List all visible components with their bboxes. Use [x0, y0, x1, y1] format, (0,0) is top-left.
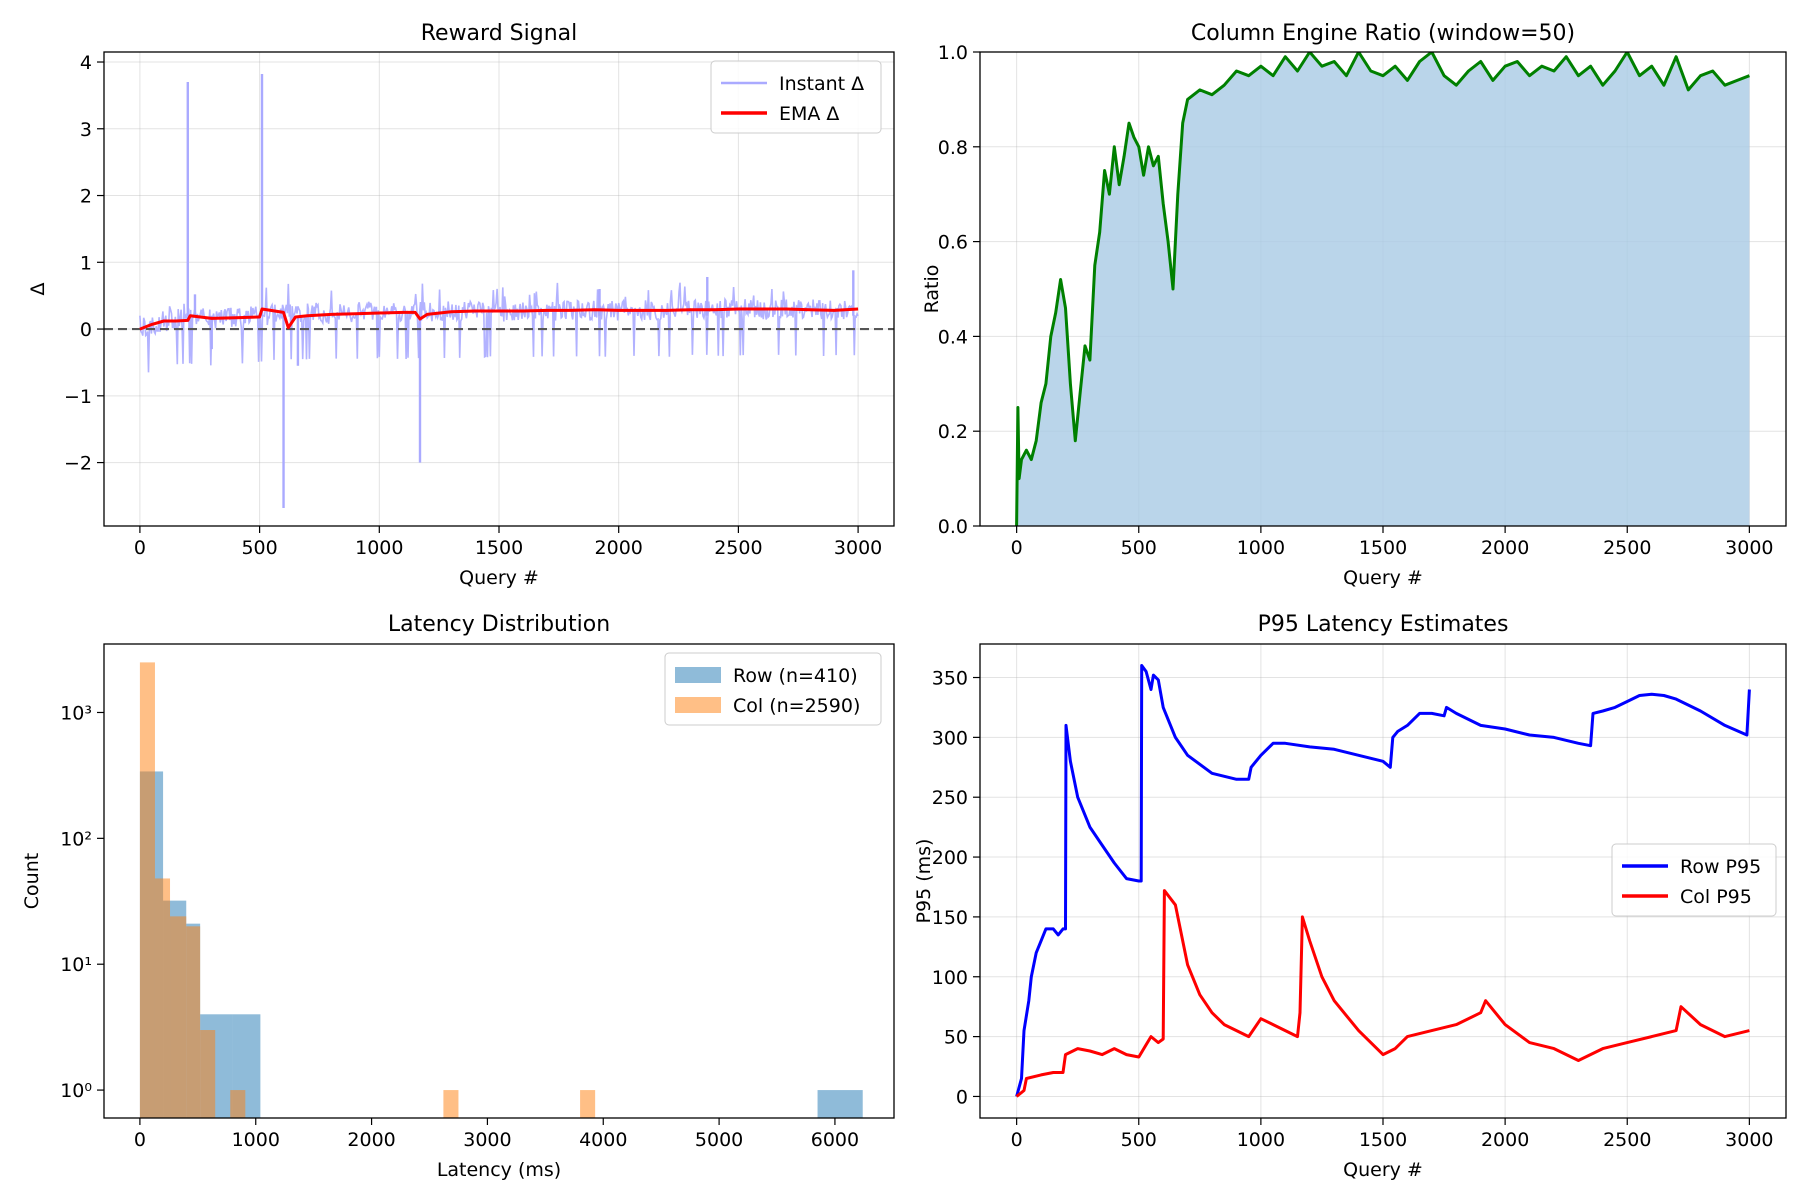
y-tick-label: 4: [80, 52, 92, 74]
reward-signal-title: Reward Signal: [421, 21, 578, 46]
col-latency-bar: [200, 1030, 216, 1118]
reward-signal-legend: Instant Δ EMA Δ: [710, 60, 882, 134]
legend-label: Row P95: [1680, 856, 1761, 878]
col-latency-bar: [443, 1090, 459, 1118]
x-tick-label: 0: [134, 1129, 146, 1151]
x-tick-label: 2000: [1481, 537, 1529, 559]
p95-latency-title: P95 Latency Estimates: [1258, 612, 1509, 637]
y-tick-label: 350: [932, 668, 968, 690]
p95-latency-ylabel: P95 (ms): [913, 839, 935, 924]
x-tick-label: 2500: [1603, 1129, 1651, 1151]
column-ratio-ylabel: Ratio: [921, 265, 943, 314]
col-latency-bar: [170, 916, 187, 1118]
y-tick-label: 0.4: [938, 326, 968, 348]
col-latency-bar: [139, 662, 155, 1118]
x-tick-label: 2000: [347, 1129, 395, 1151]
x-tick-label: 500: [1121, 1129, 1157, 1151]
latency-distribution-xlabel: Latency (ms): [437, 1159, 561, 1181]
x-tick-label: 2000: [595, 537, 643, 559]
ratio-line: [1015, 52, 1750, 526]
x-tick-label: 1500: [1359, 1129, 1407, 1151]
x-tick-label: 6000: [811, 1129, 859, 1151]
column-ratio-title: Column Engine Ratio (window=50): [1191, 21, 1575, 46]
row-p95-line: [1015, 664, 1751, 1097]
y-tick-label: 50: [944, 1027, 968, 1049]
legend-label: Col (n=2590): [733, 695, 860, 717]
p95-latency-panel: 0 500 1000 1500 2000 2500 3000 0 50 100 150 200 250 3…: [913, 612, 1787, 1181]
y-tick-label: 250: [932, 787, 968, 809]
x-tick-label: 4000: [579, 1129, 627, 1151]
p95-latency-xlabel: Query #: [1343, 1159, 1423, 1181]
x-tick-label: 1000: [1237, 1129, 1285, 1151]
x-tick-label: 500: [1121, 537, 1157, 559]
y-tick-label: 200: [932, 847, 968, 869]
ema-delta-line: [139, 307, 859, 331]
x-tick-label: 500: [241, 537, 277, 559]
col-latency-bar: [230, 1090, 246, 1118]
y-tick-label: 100: [932, 967, 968, 989]
y-tick-label: 3: [80, 119, 92, 141]
latency-distribution-panel: 0 1000 2000 3000 4000 5000 6000 10⁰ 10¹ 10² 10³ La…: [21, 612, 895, 1181]
x-tick-label: 1000: [355, 537, 403, 559]
ratio-area-fill: [1016, 52, 1750, 526]
y-tick-label: 0.0: [938, 516, 968, 538]
reward-signal-panel: 0 500 1000 1500 2000 2500 3000 −2 −1 0 1 2 3 4 Reward…: [27, 21, 895, 589]
y-tick-label: 300: [932, 727, 968, 749]
legend-swatch: [675, 667, 721, 683]
legend-box: [710, 60, 882, 134]
latency-distribution-title: Latency Distribution: [388, 612, 610, 637]
x-tick-label: 1000: [1237, 537, 1285, 559]
y-tick-label: 150: [932, 907, 968, 929]
x-tick-label: 1500: [475, 537, 523, 559]
y-tick-label: 10²: [60, 828, 92, 850]
y-tick-label: 0: [956, 1086, 968, 1108]
y-tick-label: 0.2: [938, 421, 968, 443]
y-tick-label: 10⁰: [60, 1080, 92, 1102]
legend-label: Col P95: [1680, 886, 1752, 908]
x-tick-label: 3000: [1725, 537, 1773, 559]
x-tick-label: 0: [134, 537, 146, 559]
axes-frame: [103, 643, 895, 1119]
col-latency-bar: [186, 926, 201, 1118]
col-latency-bar: [154, 878, 171, 1118]
y-tick-label: −2: [64, 453, 92, 475]
y-tick-label: 2: [80, 186, 92, 208]
y-tick-label: 0.8: [938, 137, 968, 159]
x-tick-label: 3000: [463, 1129, 511, 1151]
legend-label: Instant Δ: [779, 73, 864, 95]
reward-signal-xlabel: Query #: [459, 567, 539, 589]
legend-box: [1611, 843, 1777, 917]
x-tick-label: 2500: [1603, 537, 1651, 559]
y-tick-label: 0: [80, 319, 92, 341]
col-p95-line: [1015, 889, 1750, 1098]
legend-swatch: [675, 697, 721, 713]
x-tick-label: 5000: [695, 1129, 743, 1151]
column-ratio-panel: 0 500 1000 1500 2000 2500 3000 0.0 0.2 0.4 0.6 0.8 1…: [921, 21, 1787, 589]
y-tick-label: 10¹: [60, 954, 92, 976]
x-tick-label: 3000: [834, 537, 882, 559]
x-tick-label: 2000: [1481, 1129, 1529, 1151]
p95-latency-legend: Row P95 Col P95: [1611, 843, 1777, 917]
column-ratio-xlabel: Query #: [1343, 567, 1423, 589]
x-tick-label: 0: [1011, 1129, 1023, 1151]
x-tick-label: 3000: [1725, 1129, 1773, 1151]
col-latency-bar: [580, 1090, 596, 1118]
latency-distribution-legend: Row (n=410) Col (n=2590): [664, 652, 882, 726]
y-tick-label: −1: [64, 386, 92, 408]
x-tick-label: 2500: [714, 537, 762, 559]
latency-distribution-ylabel: Count: [21, 853, 43, 909]
legend-label: Row (n=410): [733, 665, 858, 687]
y-tick-label: 0.6: [938, 232, 968, 254]
x-tick-label: 0: [1011, 537, 1023, 559]
y-tick-label: 1.0: [938, 42, 968, 64]
reward-signal-ylabel: Δ: [27, 283, 49, 296]
legend-label: EMA Δ: [779, 103, 839, 125]
x-tick-label: 1000: [232, 1129, 280, 1151]
y-tick-label: 10³: [60, 702, 92, 724]
y-tick-label: 1: [80, 252, 92, 274]
row-latency-bar: [817, 1090, 863, 1118]
x-tick-label: 1500: [1359, 537, 1407, 559]
